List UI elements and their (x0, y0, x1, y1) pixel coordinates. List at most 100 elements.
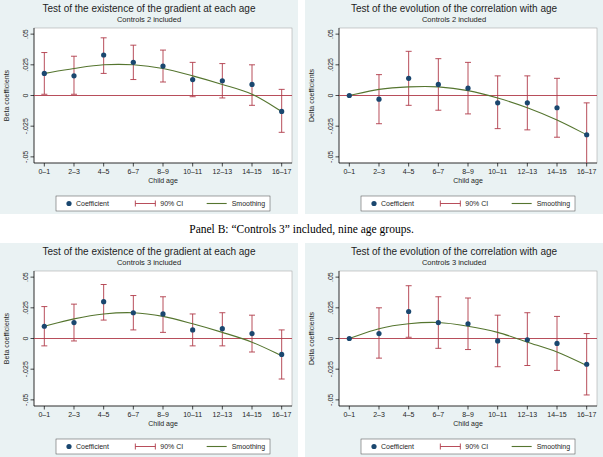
y-tick-label: .025 (22, 301, 29, 315)
y-axis-title: Beta coefficients (3, 312, 10, 364)
error-bar (584, 103, 590, 163)
point (347, 336, 352, 341)
error-bar (130, 45, 136, 79)
x-tick-label: 14–15 (242, 168, 262, 175)
error-bar (219, 64, 225, 98)
figure: Test of the existence of the gradient at… (0, 0, 603, 457)
y-tick (31, 399, 35, 400)
x-tick (133, 163, 134, 167)
legend-label: 90% CI (160, 200, 183, 207)
x-tick (468, 406, 469, 410)
x-tick-label: 6–7 (432, 411, 444, 418)
y-tick-label: -.05 (22, 151, 29, 163)
x-tick-label: 8–9 (462, 411, 474, 418)
y-tick-label: .05 (22, 272, 29, 282)
legend-symbol (440, 201, 460, 207)
point (71, 320, 76, 325)
legend-label: Smoothing (232, 443, 266, 451)
x-tick (222, 163, 223, 167)
plot-frame (339, 271, 597, 406)
y-tick-label: 0 (22, 93, 29, 97)
subtitle: Controls 2 included (117, 15, 181, 24)
legend-symbol (512, 203, 532, 204)
x-tick (103, 406, 104, 410)
x-tick (349, 406, 350, 410)
error-bar (160, 297, 166, 333)
x-axis-title: Child age (453, 177, 483, 185)
x-axis-title: Child age (148, 177, 178, 185)
x-tick-label: 16–17 (272, 411, 292, 418)
y-tick (336, 156, 340, 157)
x-tick-label: 0–1 (343, 168, 355, 175)
point (347, 93, 352, 98)
x-tick (586, 163, 587, 167)
error-bar (249, 65, 255, 106)
y-tick-label: -.05 (327, 151, 334, 163)
x-tick (192, 163, 193, 167)
error-bar (190, 62, 196, 96)
y-tick (336, 399, 340, 400)
y-tick (31, 34, 35, 35)
point (131, 310, 136, 315)
y-tick-label: .05 (327, 29, 334, 39)
legend-label: Smoothing (537, 200, 571, 208)
x-tick-label: 16–17 (577, 168, 597, 175)
x-tick-label: 6–7 (127, 168, 139, 175)
y-tick-label: 0 (327, 336, 334, 340)
legend-symbol (440, 444, 460, 450)
point (495, 338, 500, 343)
legend-label: 90% CI (465, 443, 488, 450)
error-bar (495, 76, 501, 129)
x-tick (497, 406, 498, 410)
plot-frame (339, 28, 597, 163)
x-tick (44, 406, 45, 410)
y-tick (31, 126, 35, 127)
error-bar (101, 285, 107, 321)
x-tick (349, 163, 350, 167)
legend-label: 90% CI (465, 200, 488, 207)
legend-box (56, 196, 270, 211)
error-bar (435, 59, 441, 111)
chart-background (0, 0, 298, 214)
x-tick (44, 163, 45, 167)
x-tick (438, 406, 439, 410)
x-tick-label: 12–13 (213, 168, 233, 175)
x-tick-label: 4–5 (98, 411, 110, 418)
title: Test of the evolution of the correlation… (351, 3, 558, 14)
x-tick (378, 163, 379, 167)
error-bar (376, 75, 382, 124)
y-tick (31, 277, 35, 278)
x-tick (163, 163, 164, 167)
y-tick-label: 0 (327, 93, 334, 97)
smoothing-line (349, 322, 586, 365)
x-tick (133, 406, 134, 410)
error-bar (524, 76, 530, 130)
x-tick (557, 406, 558, 410)
legend-symbol (135, 444, 155, 450)
error-bar (376, 308, 382, 358)
point (190, 77, 195, 82)
x-tick (73, 406, 74, 410)
legend-symbol (207, 446, 227, 447)
legend: Coefficient90% CISmoothing (361, 196, 575, 211)
x-tick (438, 163, 439, 167)
point (554, 105, 559, 110)
title: Test of the existence of the gradient at… (43, 3, 256, 14)
x-tick (497, 163, 498, 167)
legend: Coefficient90% CISmoothing (56, 196, 270, 211)
legend: Coefficient90% CISmoothing (361, 439, 575, 454)
error-bar (406, 286, 412, 338)
y-tick-label: -.05 (327, 394, 334, 406)
smoothing-line (44, 313, 281, 356)
x-tick-label: 6–7 (127, 411, 139, 418)
y-tick-label: .025 (327, 301, 334, 315)
point (584, 362, 589, 367)
point (249, 331, 254, 336)
x-tick-label: 16–17 (577, 411, 597, 418)
point (554, 341, 559, 346)
point (525, 337, 530, 342)
y-tick-label: -.025 (22, 118, 29, 134)
x-tick (252, 406, 253, 410)
error-bar (406, 51, 412, 105)
legend-label: Smoothing (232, 200, 266, 208)
